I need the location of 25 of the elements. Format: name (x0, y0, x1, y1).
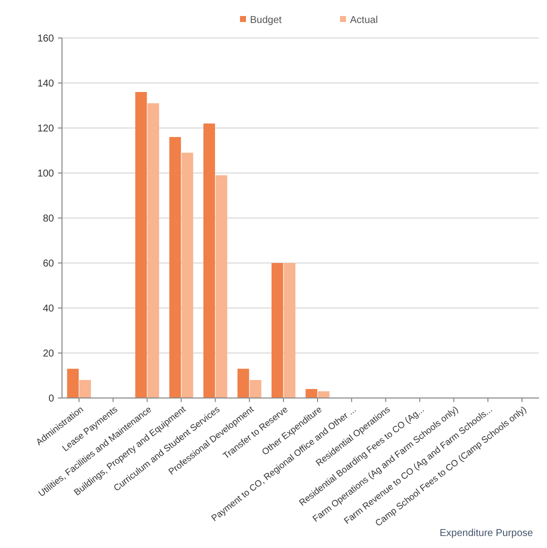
bar (182, 152, 194, 398)
y-tick-label: 160 (37, 34, 54, 44)
bar (147, 103, 160, 398)
x-axis-title: Expenditure Purpose (440, 528, 534, 539)
bar (306, 389, 318, 398)
bar (67, 368, 79, 398)
bar (250, 380, 262, 398)
y-tick-label: 40 (42, 304, 54, 314)
bar (169, 137, 181, 398)
y-tick-label: 80 (42, 214, 54, 224)
bar (79, 380, 91, 398)
y-tick-label: 60 (42, 258, 54, 270)
y-tick-label: 20 (42, 348, 54, 360)
legend-label: Budget (250, 15, 282, 26)
bar (135, 92, 147, 398)
bar (272, 263, 284, 398)
y-tick-label: 120 (37, 124, 54, 134)
y-tick-label: 140 (37, 78, 54, 90)
y-tick-label: 0 (48, 394, 54, 404)
bar (216, 175, 228, 398)
bar (284, 263, 296, 398)
legend-label: Actual (350, 15, 378, 26)
y-tick-label: 100 (37, 168, 54, 180)
bar (237, 368, 250, 398)
bar (203, 124, 216, 398)
